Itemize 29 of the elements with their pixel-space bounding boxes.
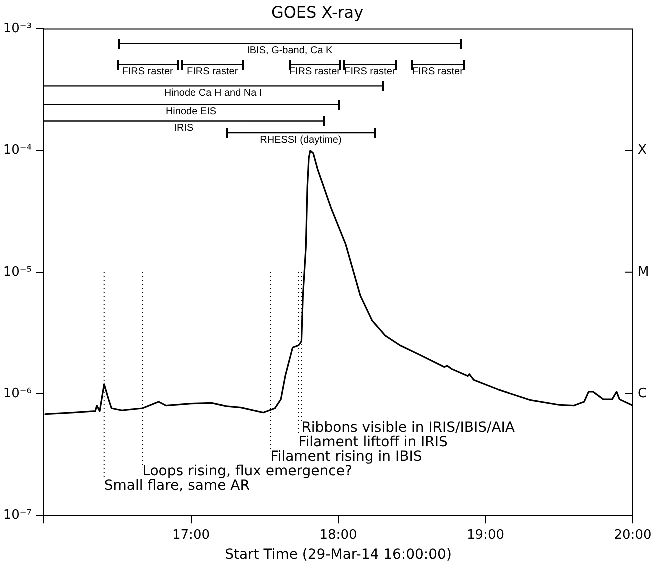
y-tick-label: 10⁻⁴ — [3, 143, 32, 158]
y-tick-label: 10⁻⁷ — [3, 508, 32, 523]
annotation: Hinode Ca H and Na I — [164, 88, 262, 99]
annotation: FIRS raster — [289, 66, 342, 78]
annotation: FIRS raster — [122, 66, 174, 78]
ref-line-label: Filament liftoff in IRIS — [298, 434, 448, 451]
ref-line-label: Loops rising, flux emergence? — [142, 464, 352, 480]
y-tick-label: 10⁻⁶ — [3, 386, 32, 402]
x-tick-label: 17:00 — [172, 528, 210, 543]
y-tick-label: 10⁻³ — [3, 22, 32, 37]
x-tick-label: 20:00 — [614, 528, 652, 543]
text: C — [638, 386, 648, 402]
annotation: IBIS, G-band, Ca K — [247, 45, 334, 56]
x-tick-label: 19:00 — [467, 528, 504, 543]
annotation: Hinode EIS — [166, 106, 217, 118]
annotation: FIRS raster — [344, 66, 396, 78]
x-tick-label: 18:00 — [320, 528, 358, 543]
text: M — [638, 264, 650, 280]
annotation: RHESSI (daytime) — [260, 134, 342, 146]
x-axis-title: Start Time (29-Mar-14 16:00:00) — [225, 547, 452, 564]
ref-line-label: Filament rising in IBIS — [270, 449, 422, 466]
annotation: IRIS — [174, 122, 194, 134]
annotation: FIRS raster — [187, 66, 239, 78]
ref-line-label: Small flare, same AR — [104, 478, 250, 494]
text: X — [638, 143, 647, 158]
chart-title: GOES X-ray — [271, 2, 364, 22]
y-tick-label: 10⁻⁵ — [3, 264, 32, 280]
ref-line-label: Ribbons visible in IRIS/IBIS/AIA — [302, 420, 516, 436]
annotation: FIRS raster — [412, 66, 464, 78]
